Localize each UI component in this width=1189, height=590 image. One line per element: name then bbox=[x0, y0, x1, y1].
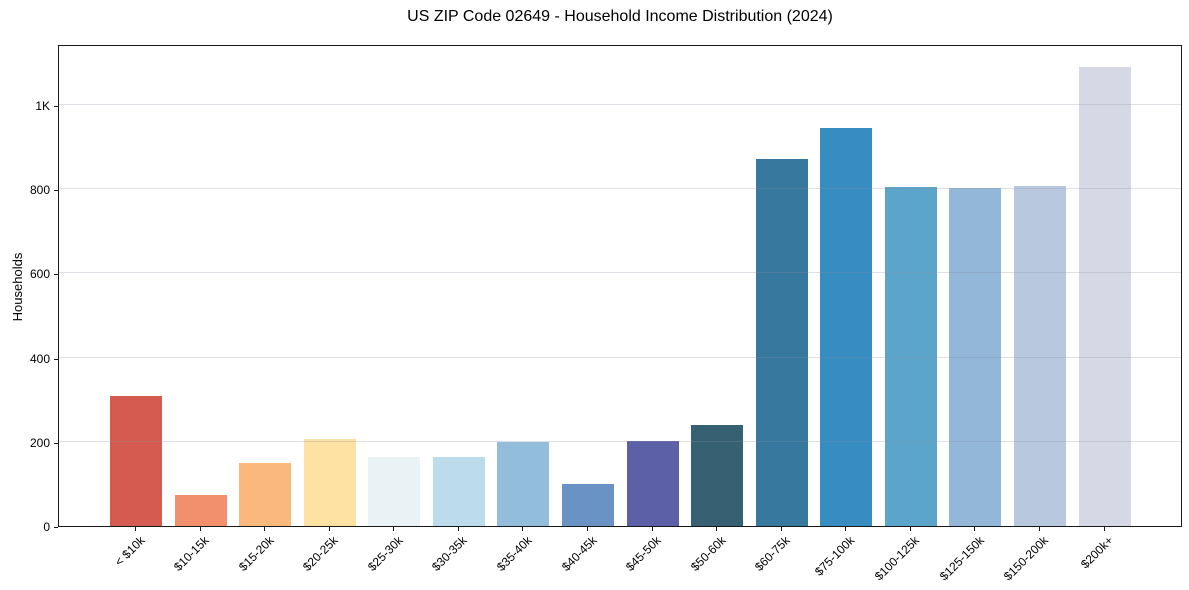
x-tick-label: $50-60k bbox=[687, 533, 729, 574]
x-tick-label: $200k+ bbox=[1077, 533, 1116, 572]
bar-125-150k bbox=[949, 188, 1002, 526]
bar-20-25k bbox=[303, 439, 356, 526]
x-tick-mark bbox=[909, 527, 911, 531]
bar-100-125k bbox=[884, 186, 937, 526]
y-tick-label: 200 bbox=[29, 435, 50, 450]
y-tick-mark bbox=[54, 274, 58, 276]
bar-35-40k bbox=[497, 441, 550, 526]
x-tick-mark bbox=[845, 527, 847, 531]
y-tick-label: 400 bbox=[29, 351, 50, 366]
x-tick-label: $10-15k bbox=[171, 533, 212, 574]
y-tick-mark bbox=[54, 527, 58, 528]
x-tick-label: $75-100k bbox=[812, 533, 858, 579]
x-tick-mark bbox=[780, 527, 782, 531]
x-tick-label: $15-20k bbox=[235, 533, 277, 574]
bar-150-200k bbox=[1013, 185, 1066, 526]
bar-60-75k bbox=[755, 158, 808, 526]
x-tick-mark bbox=[651, 527, 653, 531]
bar-15-20k bbox=[239, 462, 292, 526]
x-tick-label: $25-30k bbox=[364, 533, 406, 574]
x-tick-mark bbox=[393, 527, 395, 531]
x-tick-mark bbox=[716, 527, 718, 531]
bar-10k bbox=[110, 395, 162, 526]
x-tick-mark bbox=[457, 527, 459, 531]
bar-45-50k bbox=[626, 440, 679, 526]
gridline-600 bbox=[59, 272, 1181, 274]
y-tick-mark bbox=[54, 190, 58, 192]
x-tick-label: $60-75k bbox=[752, 533, 793, 574]
x-tick-label: $100-125k bbox=[871, 533, 922, 584]
x-tick-label: $30-35k bbox=[429, 533, 470, 574]
gridline-400 bbox=[59, 356, 1181, 358]
y-axis-label: Households bbox=[10, 252, 25, 322]
chart-title: US ZIP Code 02649 - Household Income Dis… bbox=[407, 8, 833, 25]
x-tick-label: $20-25k bbox=[300, 533, 341, 574]
y-tick-mark bbox=[54, 358, 58, 360]
x-tick-mark bbox=[974, 527, 976, 531]
x-tick-mark bbox=[587, 527, 588, 531]
x-tick-label: $125-150k bbox=[936, 533, 987, 584]
bar-30-35k bbox=[432, 457, 485, 526]
plot-area bbox=[58, 45, 1182, 527]
bar-40-45k bbox=[561, 483, 614, 526]
y-tick-label: 800 bbox=[29, 183, 50, 198]
x-tick-label: $150-200k bbox=[1001, 533, 1052, 584]
bar-75-100k bbox=[820, 127, 873, 526]
x-tick-mark bbox=[264, 527, 266, 531]
x-tick-mark bbox=[328, 527, 330, 531]
x-tick-mark bbox=[522, 527, 524, 531]
x-tick-label: $45-50k bbox=[623, 533, 664, 574]
y-tick-label: 600 bbox=[29, 267, 50, 282]
bar-200k bbox=[1078, 67, 1131, 526]
x-tick-label: $35-40k bbox=[494, 533, 535, 574]
bar-25-30k bbox=[368, 457, 421, 526]
y-tick-mark bbox=[54, 442, 58, 444]
x-tick-mark bbox=[199, 527, 201, 531]
gridline-200 bbox=[59, 440, 1181, 442]
x-tick-label: $40-45k bbox=[558, 533, 600, 574]
bar-50-60k bbox=[691, 425, 744, 526]
gridline-1000 bbox=[59, 104, 1181, 105]
y-tick-label: 0 bbox=[43, 520, 50, 534]
y-tick-mark bbox=[54, 106, 58, 107]
x-tick-mark bbox=[1039, 527, 1040, 531]
x-tick-mark bbox=[1103, 527, 1105, 531]
x-tick-label: < $10k bbox=[111, 533, 148, 569]
x-tick-mark bbox=[135, 527, 136, 531]
y-tick-label: 1K bbox=[35, 99, 50, 113]
bar-10-15k bbox=[174, 494, 227, 526]
gridline-800 bbox=[59, 188, 1181, 190]
